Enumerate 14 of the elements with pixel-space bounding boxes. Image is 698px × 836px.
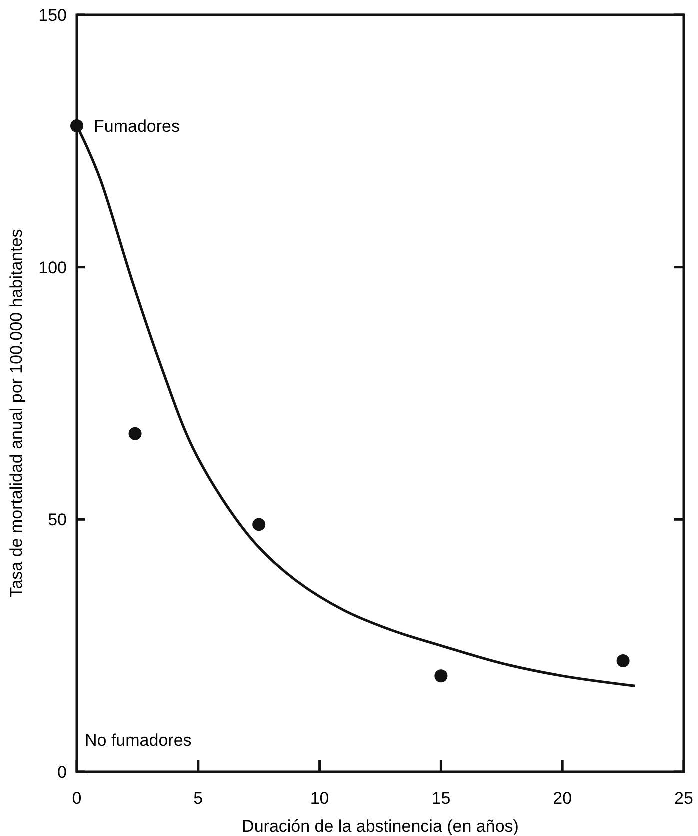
x-axis-title: Duración de la abstinencia (en años)	[242, 817, 519, 836]
x-tick-label: 25	[674, 789, 694, 808]
x-tick-label: 15	[432, 789, 451, 808]
y-tick-label: 100	[38, 258, 67, 278]
x-tick-label: 0	[72, 789, 82, 808]
annotation: Fumadores	[94, 117, 180, 136]
y-axis-title: Tasa de mortalidad anual por 100.000 habitantes	[7, 229, 26, 598]
annotation: No fumadores	[85, 731, 192, 750]
y-tick-label: 150	[38, 6, 67, 25]
y-tick-label: 50	[48, 510, 67, 530]
x-tick-label: 5	[194, 789, 204, 808]
x-tick-label: 10	[310, 789, 330, 808]
x-tick-label: 20	[553, 789, 572, 808]
y-tick-label: 0	[58, 763, 67, 782]
